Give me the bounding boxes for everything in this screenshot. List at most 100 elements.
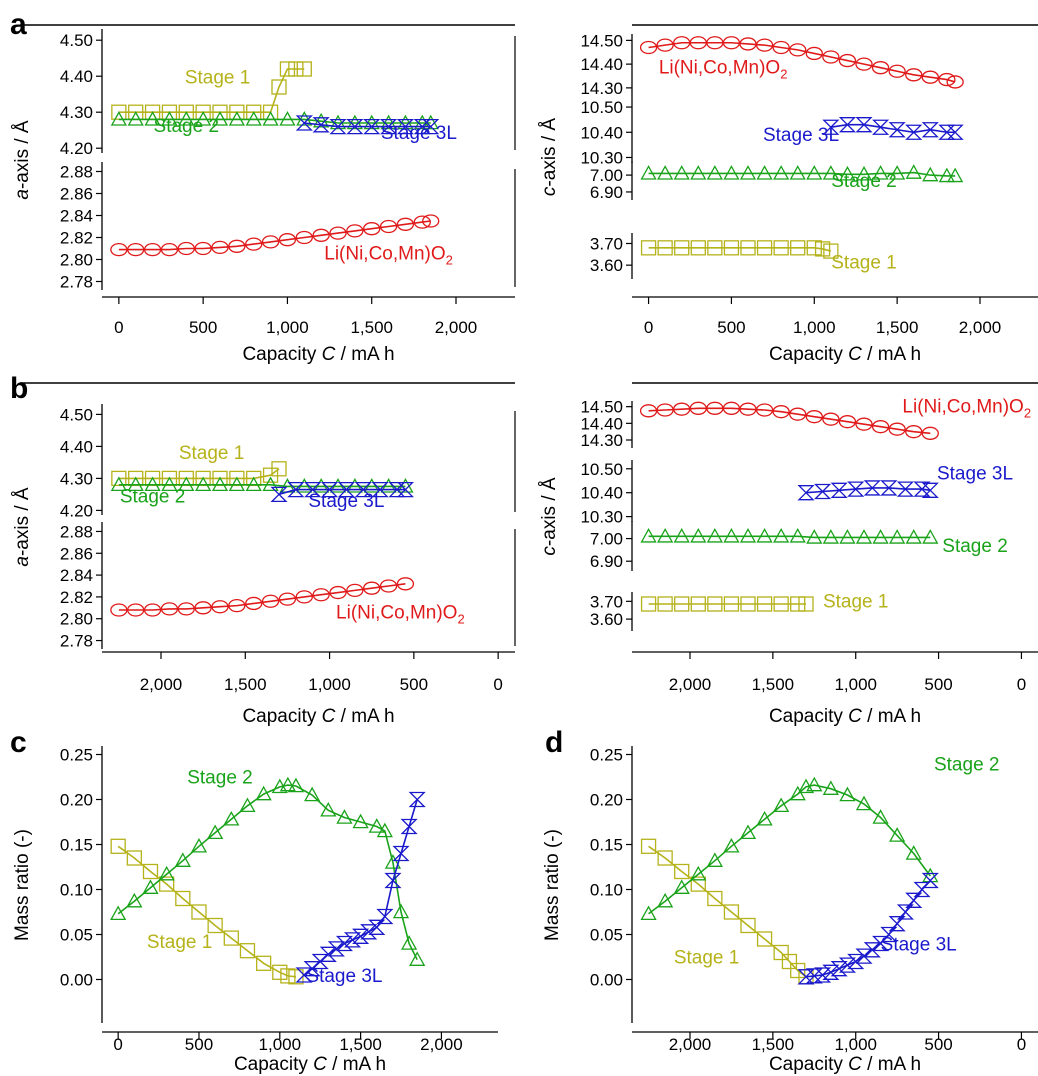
y-axis-label: Mass ratio (-)	[542, 829, 563, 941]
hourglass-marker	[847, 481, 865, 497]
x-tick-label: 0	[1017, 675, 1026, 694]
y-axis-label: Mass ratio (-)	[12, 829, 33, 941]
series-line	[117, 845, 297, 978]
triangle-marker	[392, 903, 410, 919]
hourglass-marker	[905, 892, 923, 908]
triangle-marker	[110, 476, 127, 492]
circle-marker	[177, 241, 195, 256]
x-tick-label: 2,000	[669, 1035, 712, 1054]
hourglass-marker	[346, 118, 364, 135]
y-tick-label: 2.82	[60, 588, 93, 607]
square-marker	[740, 917, 756, 934]
circle-marker	[838, 415, 857, 429]
square-marker	[707, 890, 723, 907]
triangle-marker	[190, 837, 208, 853]
square-marker	[657, 240, 673, 256]
square-marker	[690, 596, 706, 612]
square-marker	[723, 240, 740, 256]
series-annotation: Stage 2	[934, 755, 1000, 776]
series-li-ni-co-mn-o2	[110, 214, 440, 257]
triangle-marker	[922, 529, 939, 544]
triangle-marker	[304, 786, 321, 802]
series-stage-1	[640, 240, 839, 259]
triangle-marker	[773, 527, 790, 543]
x-axis-label: Capacity C / mA h	[769, 706, 921, 727]
hourglass-marker	[921, 122, 939, 138]
triangle-marker	[329, 478, 347, 493]
triangle-marker	[223, 810, 240, 826]
triangle-marker	[110, 111, 127, 126]
y-tick-label: 14.30	[580, 79, 623, 98]
square-marker	[640, 596, 657, 612]
y-tick-label: 6.90	[590, 183, 623, 202]
hourglass-marker	[400, 818, 418, 835]
triangle-marker	[739, 165, 757, 180]
triangle-marker	[195, 111, 212, 126]
x-tick-label: 500	[400, 675, 428, 694]
circle-marker	[871, 61, 890, 75]
triangle-marker	[839, 786, 856, 802]
square-marker	[280, 968, 296, 984]
y-tick-label: 4.40	[60, 67, 93, 86]
triangle-marker	[228, 111, 245, 126]
y-tick-label: 10.40	[580, 123, 623, 142]
triangle-marker	[262, 476, 279, 492]
chart-a-right: 14.30 14.40 14.50 10.30 10.40 10.50 6.907.00 3.…	[539, 24, 1038, 365]
circle-marker	[110, 603, 128, 617]
x-axis-label: Capacity C / mA h	[242, 706, 394, 727]
hourglass-marker	[319, 946, 337, 962]
hourglass-marker	[872, 935, 890, 952]
series-stage-1	[640, 596, 814, 612]
circle-marker	[921, 70, 939, 84]
circle-marker	[905, 425, 923, 439]
hourglass-marker	[384, 872, 402, 889]
circle-marker	[888, 64, 906, 78]
circle-marker	[110, 242, 128, 257]
circle-marker	[228, 239, 246, 253]
triangle-marker	[127, 111, 144, 126]
series-annotation: Stage 2	[187, 767, 253, 788]
series-annotation: Li(Ni,Co,Mn)O2	[902, 397, 1031, 421]
square-marker	[223, 930, 239, 946]
square-marker	[296, 61, 312, 77]
square-marker	[142, 863, 159, 880]
y-tick-label: 2.86	[60, 544, 93, 563]
square-marker	[707, 240, 723, 256]
circle-marker	[379, 219, 398, 234]
triangle-marker	[690, 165, 707, 180]
square-marker	[773, 596, 789, 612]
x-tick-label: 1,500	[224, 675, 267, 694]
triangle-marker	[673, 527, 690, 543]
series-annotation: Li(Ni,Co,Mn)O2	[336, 603, 465, 627]
hourglass-marker	[408, 791, 426, 808]
x-tick-label: 500	[189, 318, 217, 337]
triangle-marker	[806, 529, 823, 544]
x-tick-label: 500	[924, 1035, 952, 1054]
panel-label-b: b	[10, 372, 28, 405]
series-annotation: Stage 3L	[308, 491, 384, 512]
series-annotation: Stage 1	[831, 252, 897, 273]
triangle-marker	[211, 111, 229, 126]
square-marker	[657, 850, 673, 866]
triangle-marker	[690, 527, 707, 543]
circle-marker	[228, 598, 246, 613]
circle-marker	[379, 579, 398, 593]
x-tick-label: 1,000	[259, 1035, 302, 1054]
series-annotation: Stage 3L	[381, 123, 457, 144]
square-marker	[288, 61, 304, 77]
series-stage-2	[640, 776, 939, 921]
circle-marker	[789, 407, 807, 421]
square-marker	[773, 240, 789, 256]
triangle-marker	[657, 892, 674, 908]
y-tick-label: 2.78	[60, 273, 93, 292]
triangle-marker	[313, 478, 330, 493]
y-tick-label: 3.60	[590, 610, 623, 629]
y-tick-label: 10.50	[580, 460, 623, 479]
circle-marker	[805, 410, 823, 424]
x-tick-label: 1,000	[266, 318, 309, 337]
triangle-marker	[806, 165, 823, 180]
panel-label-d: d	[545, 726, 563, 759]
series-line	[648, 247, 832, 252]
y-tick-label: 2.80	[60, 610, 93, 629]
